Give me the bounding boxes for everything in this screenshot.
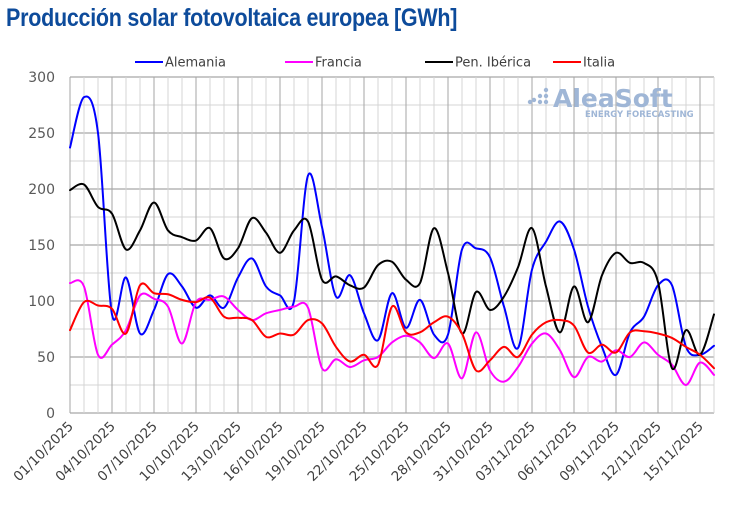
series-line-pen-ib-rica [69,182,715,370]
y-tick-label: 100 [28,294,55,310]
legend-item-francia: Francia [285,56,362,71]
y-tick-label: 0 [46,406,55,422]
legend-item-italia: Italia [553,56,615,71]
x-axis: 01/10/202504/10/202507/10/202510/10/2025… [10,419,706,485]
series-line-italia [69,282,715,373]
logo-dots-icon [527,87,549,105]
y-tick-label: 300 [28,70,55,86]
y-axis: 0 50 100 150 200 250 300 [28,70,55,422]
grid [69,76,715,414]
legend-label: Alemania [165,56,226,71]
legend-item-pen-ib-rica: Pen. Ibérica [425,56,531,71]
chart-title: Producción solar fotovoltaica europea [G… [6,4,458,32]
legend-label: Francia [315,56,362,71]
series-lines [69,95,715,386]
y-tick-label: 250 [28,126,55,142]
legend-label: Pen. Ibérica [455,56,531,71]
series-line-francia [69,279,715,386]
y-tick-label: 150 [28,238,55,254]
legend-item-alemania: Alemania [135,56,226,71]
y-tick-label: 200 [28,182,55,198]
logo-tagline: ENERGY FORECASTING [585,110,694,120]
logo-brand: AleaSoft [553,84,673,113]
series-line-alemania [69,95,715,376]
legend-label: Italia [583,56,615,71]
watermark-logo: AleaSoft ENERGY FORECASTING [527,84,694,120]
y-tick-label: 50 [37,350,55,366]
legend: Alemania Francia Pen. Ibérica Italia [135,56,615,71]
